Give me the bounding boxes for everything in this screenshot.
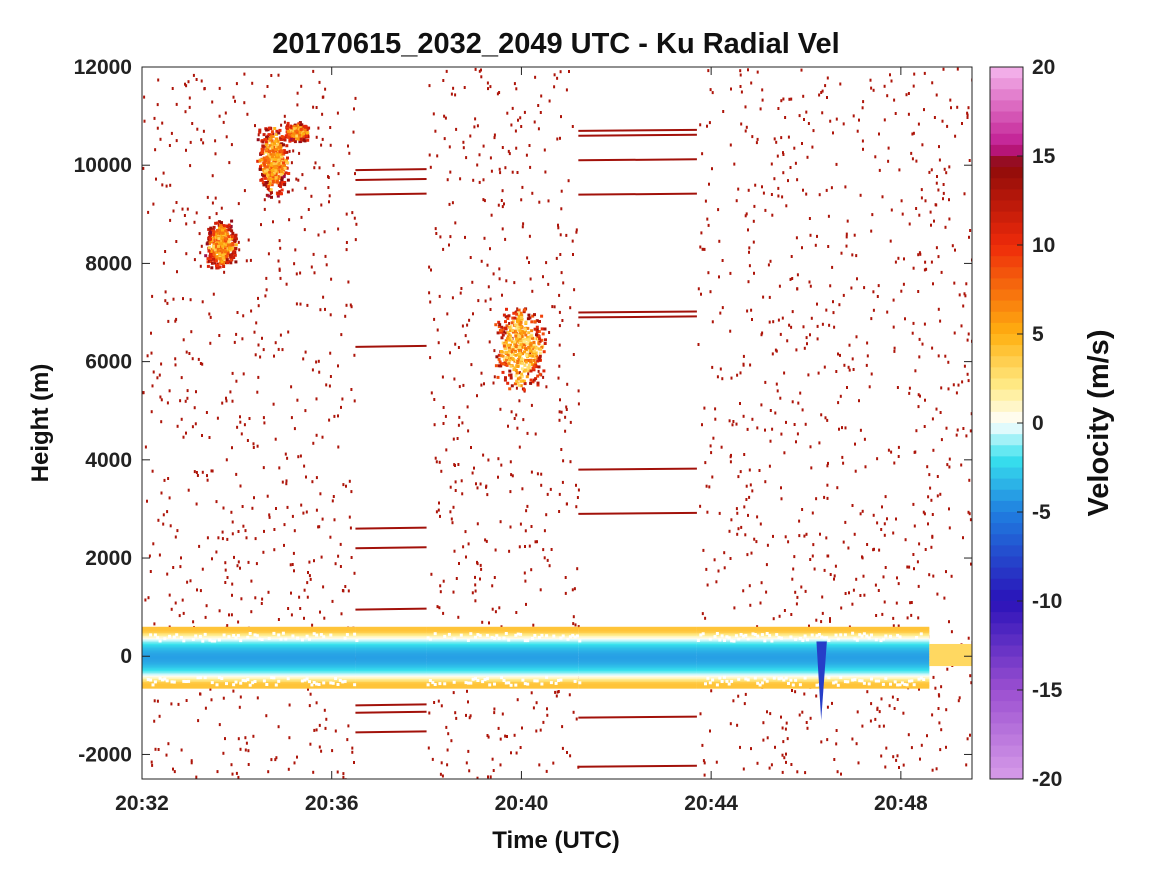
echo-cluster-3 — [284, 121, 311, 144]
y-tick-label: 2000 — [85, 547, 132, 570]
y-axis-label: Height (m) — [27, 364, 54, 483]
gap-line-13 — [578, 158, 697, 162]
gap-line-6 — [355, 546, 427, 550]
colorbar-tick-label: -15 — [1032, 679, 1063, 702]
gap-line-8 — [355, 703, 427, 707]
gap-line-14 — [578, 192, 697, 196]
gap-line-1 — [355, 168, 427, 172]
gap-line-10 — [355, 730, 427, 734]
x-tick-label: 20:48 — [874, 792, 928, 815]
chart-title: 20170615_2032_2049 UTC - Ku Radial Vel — [272, 28, 839, 60]
gap-line-18 — [578, 511, 697, 515]
y-tick-label: 4000 — [85, 449, 132, 472]
gap-line-15 — [578, 310, 697, 314]
y-tick-label: 8000 — [85, 252, 132, 275]
gap-line-2 — [355, 177, 427, 181]
gap-line-7 — [355, 607, 427, 611]
y-tick-label: 12000 — [74, 56, 132, 79]
gap-line-4 — [355, 344, 427, 348]
gap-line-20 — [578, 764, 697, 768]
colorbar-label: Velocity (m/s) — [1083, 330, 1115, 517]
y-tick-label: 10000 — [74, 154, 132, 177]
x-tick-label: 20:36 — [305, 792, 359, 815]
colorbar-tick-label: 15 — [1032, 145, 1056, 168]
gap-line-3 — [355, 192, 427, 196]
colorbar-tick-label: 0 — [1032, 412, 1044, 435]
y-axis: -2000 0 2000 4000 6000 8000 10000 12000 — [74, 56, 972, 766]
echo-cluster-2 — [256, 126, 291, 199]
gap-lines — [355, 128, 697, 768]
echo-cluster-1 — [204, 219, 238, 270]
y-tick-label: -2000 — [78, 743, 132, 766]
x-tick-label: 20:44 — [684, 792, 738, 815]
gap-line-17 — [578, 467, 697, 471]
echo-cluster-4 — [494, 307, 547, 392]
gap-line-12 — [578, 133, 697, 137]
surface-band — [142, 626, 972, 689]
gap-line-9 — [355, 710, 427, 714]
band-fringe — [146, 631, 926, 687]
x-axis-label: Time (UTC) — [492, 827, 620, 854]
y-tick-label: 6000 — [85, 351, 132, 374]
x-axis: 20:32 20:36 20:40 20:44 20:48 — [115, 67, 928, 815]
colorbar-tick-label: 5 — [1032, 323, 1044, 346]
colorbar-tick-label: -20 — [1032, 768, 1062, 791]
colorbar-tick-label: -10 — [1032, 590, 1062, 613]
gap-line-11 — [578, 128, 697, 132]
colorbar-tick-label: 20 — [1032, 56, 1055, 79]
x-tick-label: 20:32 — [115, 792, 169, 815]
gap-line-5 — [355, 526, 427, 530]
colorbar-tick-label: 10 — [1032, 234, 1055, 257]
spike — [816, 641, 827, 721]
plot-frame — [141, 66, 973, 780]
gap-line-16 — [578, 315, 697, 319]
y-tick-label: 0 — [120, 645, 132, 668]
gap-line-19 — [578, 715, 697, 719]
x-tick-label: 20:40 — [495, 792, 549, 815]
plot-area — [142, 67, 972, 779]
colorbar-tick-label: -5 — [1032, 501, 1051, 524]
colorbar: 20 15 10 5 0 -5 -10 -15 -20 — [989, 56, 1063, 791]
